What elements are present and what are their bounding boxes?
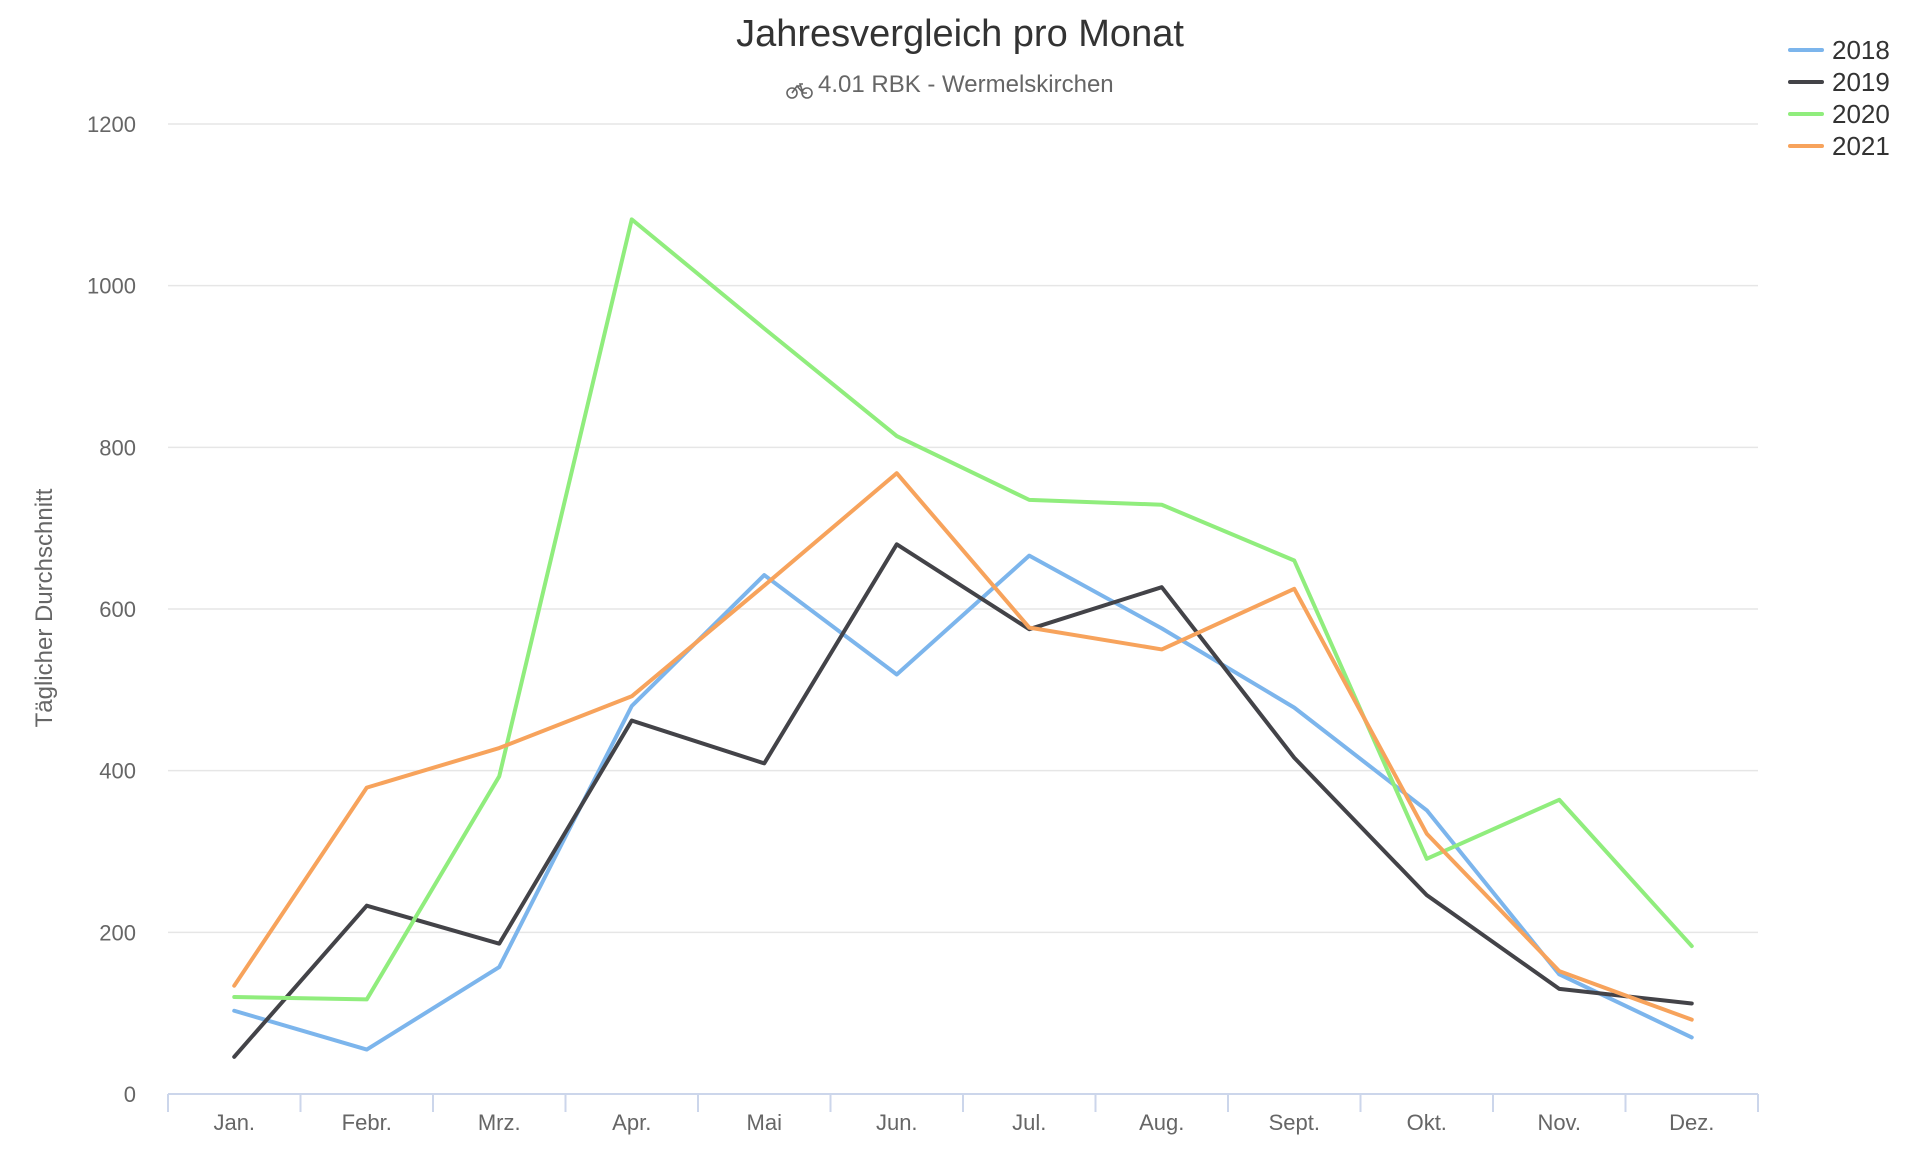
y-tick-label: 600	[99, 597, 136, 622]
grid-lines	[168, 123, 1758, 934]
chart-subtitle-text: 4.01 RBK - Wermelskirchen	[818, 71, 1114, 98]
legend-label: 2018	[1832, 35, 1890, 65]
x-tick-label: Apr.	[612, 1110, 651, 1135]
y-tick-label: 0	[124, 1082, 136, 1107]
series-line-2020[interactable]	[232, 217, 1694, 1002]
x-tick-label: Nov.	[1537, 1110, 1581, 1135]
series-line-2018[interactable]	[232, 553, 1694, 1052]
chart-title: Jahresvergleich pro Monat	[736, 13, 1184, 55]
y-axis-ticks: 0 200 400 600 800 1000 1200	[87, 112, 136, 1107]
y-tick-label: 1000	[87, 274, 136, 299]
x-axis: Jan. Febr. Mrz. Apr. Mai Jun. Jul. Aug. Sept. Okt…	[167, 1093, 1759, 1135]
legend-label: 2021	[1832, 131, 1890, 161]
y-tick-label: 800	[99, 435, 136, 460]
x-tick-label: Jul.	[1012, 1110, 1046, 1135]
legend-item-2018[interactable]: 2018	[1788, 35, 1890, 65]
series-lines	[232, 217, 1694, 1059]
series-line-2019[interactable]	[232, 542, 1694, 1059]
y-tick-label: 200	[99, 920, 136, 945]
legend-label: 2019	[1832, 67, 1890, 97]
x-tick-label: Jun.	[876, 1110, 918, 1135]
legend-item-2019[interactable]: 2019	[1788, 67, 1890, 97]
x-tick-label: Mai	[747, 1110, 782, 1135]
x-tick-label: Mrz.	[478, 1110, 521, 1135]
series-line-2021[interactable]	[232, 471, 1694, 1022]
x-tick-label: Febr.	[342, 1110, 392, 1135]
x-tick-label: Jan.	[213, 1110, 255, 1135]
y-axis-label: Täglicher Durchschnitt	[31, 488, 58, 727]
y-tick-label: 1200	[87, 112, 136, 137]
bicycle-icon	[786, 83, 813, 99]
x-tick-label: Dez.	[1669, 1110, 1714, 1135]
legend-item-2021[interactable]: 2021	[1788, 131, 1890, 161]
legend-item-2020[interactable]: 2020	[1788, 99, 1890, 129]
x-tick-label: Okt.	[1407, 1110, 1447, 1135]
chart-subtitle: 4.01 RBK - Wermelskirchen	[786, 71, 1114, 99]
y-tick-label: 400	[99, 759, 136, 784]
x-tick-label: Sept.	[1269, 1110, 1320, 1135]
legend-label: 2020	[1832, 99, 1890, 129]
x-tick-label: Aug.	[1139, 1110, 1184, 1135]
